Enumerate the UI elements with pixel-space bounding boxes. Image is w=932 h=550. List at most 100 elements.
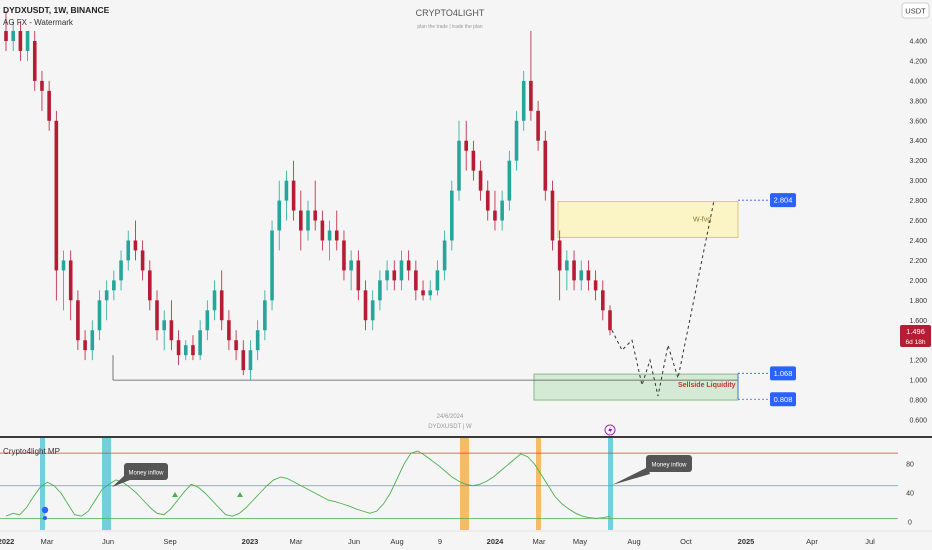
candle-body [176, 340, 181, 356]
price-tick-label: 3.600 [909, 118, 927, 125]
price-tick-label: 3.800 [909, 98, 927, 105]
candle-body [227, 320, 231, 341]
time-axis-labels: 2022 Mar Jun Sep 2023 Mar Jun Aug 9 2024 Mar May Aug… [0, 537, 875, 546]
price-tick-label: 1.000 [909, 378, 927, 385]
candle-body [435, 270, 440, 291]
candle-body [198, 330, 202, 356]
info-icon[interactable] [41, 506, 49, 514]
money-inflow-callout-2[interactable]: Money inflow [612, 455, 692, 485]
time-axis-label: Jun [348, 537, 360, 546]
candle-body [565, 260, 569, 271]
candle-body [363, 290, 368, 321]
callout-2-tail [612, 467, 650, 485]
candle-body [356, 260, 361, 291]
price-tick-label: 1.600 [909, 318, 927, 325]
candle-body [40, 80, 44, 91]
candle-body [334, 230, 339, 241]
candle-body [464, 140, 468, 151]
callout-1-box[interactable] [124, 463, 168, 480]
candle-body [270, 230, 274, 301]
candle-body [4, 31, 8, 41]
candle-body [291, 180, 296, 211]
target-level-box[interactable] [770, 193, 796, 208]
projection-path [611, 200, 715, 397]
fvg-zone [557, 201, 739, 238]
target-level-badge[interactable]: 2.804 [770, 193, 796, 208]
candle-body [557, 240, 562, 271]
candle-body [414, 270, 418, 291]
signal-highlight [40, 438, 45, 530]
candle-body [514, 120, 519, 161]
candle-body [126, 240, 131, 261]
time-axis-label: May [573, 537, 587, 546]
candle-body [536, 110, 540, 141]
time-axis-label: 2022 [0, 537, 14, 546]
price-pane[interactable] [0, 0, 898, 436]
candle-body [572, 260, 576, 281]
candle-body [119, 260, 123, 281]
candle-body [284, 180, 289, 201]
oscillator-line [5, 450, 611, 519]
money-inflow-callout-1[interactable]: Money inflow [112, 463, 168, 487]
signal-highlight [536, 438, 541, 530]
time-axis-label: 2025 [738, 537, 755, 546]
support-bottom-box[interactable] [770, 392, 796, 407]
candle-body [493, 210, 497, 221]
time-axis-label: Oct [680, 537, 693, 546]
oscillator-axis-ticks: 80 40 0 [906, 462, 914, 527]
currency-badge[interactable] [901, 2, 930, 19]
time-axis-label: Mar [533, 537, 546, 546]
support-bottom-level-badge[interactable]: 0.808 [770, 392, 796, 407]
support-top-level-badge[interactable]: 1.068 [770, 366, 796, 381]
candle-body [529, 80, 533, 111]
currency-badge-text: USDT [905, 7, 926, 16]
info-icon-dot [43, 516, 47, 520]
candle-body [212, 290, 217, 311]
current-price-badge[interactable] [900, 325, 931, 347]
callout-1-text: Money inflow [128, 471, 164, 477]
candle-body [550, 190, 555, 241]
candle-body [385, 270, 389, 281]
candle-body [507, 160, 512, 201]
candle-body [76, 300, 80, 341]
candle-body [169, 320, 174, 341]
watermark-subtitle: plan the trade | trade the plan [417, 24, 482, 30]
candle-body [47, 90, 51, 121]
candle-body [500, 200, 504, 221]
time-axis-label: Mar [290, 537, 303, 546]
watermark-title: CRYPTO4LIGHT [416, 8, 485, 18]
lightning-icon [608, 426, 613, 435]
current-price-value: 1.496 [906, 327, 925, 336]
price-tick-label: 0.600 [909, 418, 927, 425]
time-axis-label: 9 [438, 537, 442, 546]
candle-body [306, 210, 310, 231]
candle-body [133, 240, 138, 251]
price-tick-label: 3.000 [909, 178, 927, 185]
candle-body [234, 340, 238, 351]
price-tick-label: 0.800 [909, 398, 927, 405]
callout-2-box[interactable] [646, 455, 692, 472]
candle-body [471, 150, 476, 171]
sellside-liquidity-zone [533, 373, 739, 401]
candle-body [248, 350, 253, 371]
candle-body [349, 260, 353, 271]
support-top-box[interactable] [770, 366, 796, 381]
candle-body [263, 300, 267, 331]
candle-body [608, 310, 612, 331]
fvg-label: W-fvg [693, 217, 711, 224]
candle-body [104, 290, 109, 301]
candle-body [593, 280, 598, 291]
time-axis-label: Jul [865, 537, 875, 546]
candle-body [140, 250, 145, 271]
price-axis-panel[interactable] [898, 0, 932, 550]
price-tick-label: 1.200 [909, 358, 927, 365]
buy-arrow-2 [237, 492, 243, 497]
candle-body [450, 190, 454, 241]
candle-body [421, 290, 425, 296]
oscillator-tick-label: 80 [906, 462, 914, 469]
candle-body [601, 290, 605, 311]
candle-body [68, 260, 73, 301]
time-axis-label: Mar [41, 537, 54, 546]
